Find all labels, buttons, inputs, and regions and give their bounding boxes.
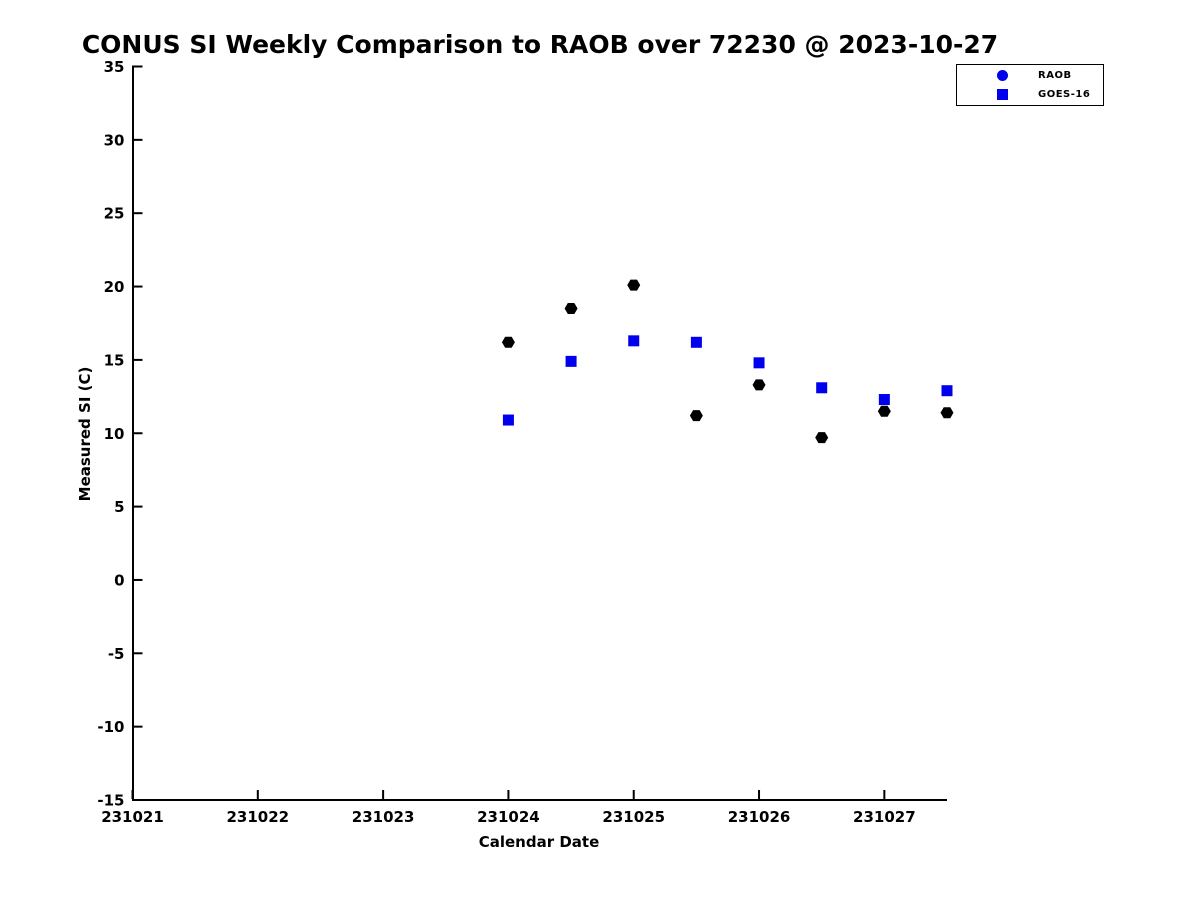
legend: RAOB GOES-16: [956, 64, 1104, 106]
x-tick-label: 231025: [602, 808, 665, 826]
y-tick-label: 5: [114, 498, 124, 516]
y-tick-label: 0: [114, 571, 124, 589]
data-point-raob: [501, 336, 515, 348]
y-tick-label: 20: [104, 278, 125, 296]
data-point-goes-16: [878, 394, 890, 406]
y-tick-label: -10: [97, 718, 124, 736]
data-point-goes-16: [753, 357, 765, 369]
y-tick-label: 10: [104, 425, 125, 443]
chart-title: CONUS SI Weekly Comparison to RAOB over …: [81, 30, 999, 59]
y-tick-label: 35: [104, 58, 125, 76]
x-tick-label: 231022: [226, 808, 289, 826]
data-point-raob: [564, 303, 578, 315]
y-tick-label: -15: [97, 792, 124, 810]
data-point-raob: [752, 379, 766, 391]
data-point-raob: [877, 405, 891, 417]
x-axis-label: Calendar Date: [478, 833, 600, 851]
y-tick-label: -5: [108, 645, 125, 663]
x-tick-label: 231024: [477, 808, 540, 826]
legend-item-raob: RAOB: [957, 68, 1103, 83]
data-point-goes-16: [628, 335, 640, 347]
y-tick-label: 25: [104, 205, 125, 223]
goes16-marker-icon: [997, 88, 1008, 100]
raob-marker-icon: [997, 70, 1008, 82]
legend-item-goes16: GOES-16: [957, 87, 1103, 102]
x-tick-label: 231026: [728, 808, 791, 826]
data-point-goes-16: [502, 414, 514, 426]
data-point-goes-16: [816, 382, 828, 394]
data-point-raob: [627, 279, 641, 291]
data-point-goes-16: [941, 385, 953, 397]
y-tick-label: 30: [104, 131, 125, 149]
data-point-raob: [940, 407, 954, 419]
y-tick-label: 15: [104, 351, 125, 369]
x-tick-label: 231021: [101, 808, 164, 826]
data-point-raob: [689, 410, 703, 422]
data-point-goes-16: [565, 355, 577, 367]
x-tick-label: 231027: [853, 808, 916, 826]
data-point-raob: [815, 432, 829, 444]
legend-label-raob: RAOB: [1038, 70, 1072, 82]
x-tick-label: 231023: [352, 808, 415, 826]
data-point-goes-16: [690, 336, 702, 348]
legend-label-goes16: GOES-16: [1038, 88, 1091, 100]
